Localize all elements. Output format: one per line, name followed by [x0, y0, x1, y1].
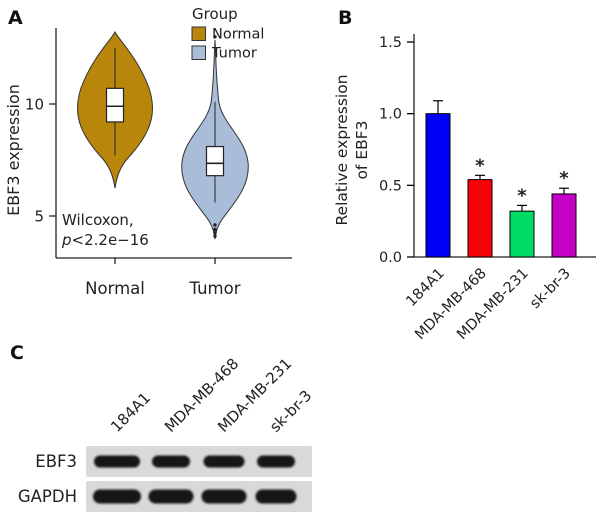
outlier-point	[213, 35, 217, 39]
outlier-point	[213, 231, 217, 235]
significance-star: *	[559, 168, 569, 189]
bar-MDA-MB-468	[467, 179, 493, 258]
protein-band	[148, 489, 194, 504]
x-labels: Normal Tumor	[85, 258, 241, 298]
box	[105, 87, 125, 123]
blot-row-label: GAPDH	[18, 487, 77, 506]
y-axis-title-line2: of EBF3	[353, 120, 371, 179]
legend-title: Group	[192, 5, 238, 23]
protein-band	[255, 489, 297, 504]
x-category-label: Normal	[85, 279, 145, 298]
lane-label: 184A1	[107, 389, 154, 436]
protein-band	[94, 455, 140, 468]
legend-swatch-tumor	[191, 45, 206, 60]
significance-star: *	[517, 185, 527, 206]
protein-band	[152, 455, 190, 468]
lane-label: sk-br-3	[266, 387, 315, 436]
legend-label-tumor: Tumor	[211, 46, 257, 62]
y-tick-label: 0.0	[379, 250, 402, 266]
stat-annotation-line2: p<2.2e−16	[61, 231, 149, 249]
panel-label-c: C	[10, 342, 24, 364]
protein-band	[201, 489, 247, 504]
x-category-label: sk-br-3	[527, 266, 574, 313]
protein-band	[93, 489, 141, 504]
outlier-point	[213, 234, 217, 238]
protein-band	[257, 455, 295, 468]
outlier-point	[213, 227, 217, 232]
blot-content: 184A1 MDA-MB-468MDA-MB-231sk-br-3EBF3GAPD…	[18, 355, 315, 512]
panel-label-b: B	[338, 7, 352, 29]
y-tick-label: 5	[34, 208, 44, 226]
y-axis-title: EBF3 expression	[4, 84, 23, 216]
y-tick-label: 1.5	[379, 35, 402, 51]
blot-row-label: EBF3	[35, 452, 77, 471]
legend-swatch-normal	[191, 26, 206, 41]
x-category-label: Tumor	[189, 279, 241, 298]
legend: Group Normal Tumor	[191, 5, 264, 62]
p-value: <2.2e−16	[72, 231, 149, 249]
stat-annotation-line1: Wilcoxon,	[62, 211, 134, 229]
protein-band	[203, 455, 245, 468]
panel-a-violin-chart: A EBF3 expression 5 10 Normal Tumor Group …	[4, 5, 292, 298]
blot-strip	[86, 481, 312, 512]
outlier-point	[213, 223, 217, 227]
x-category-label: MDA-MB-231	[454, 266, 532, 340]
panel-b-bar-chart: B Relative expression of EBF3 0.0 0.5 1.0 1…	[333, 7, 596, 340]
bar-184A1	[425, 113, 451, 258]
p-symbol: p	[61, 231, 72, 249]
y-axis-title-line1: Relative expression	[333, 74, 351, 225]
y-tick-label: 10	[25, 96, 44, 114]
box-plots	[105, 35, 225, 238]
box	[205, 145, 225, 177]
bars-and-labels: 0.00.51.01.5184A1*MDA-MB-468*MDA-MB-231*…	[379, 35, 577, 340]
blot-strip	[86, 446, 312, 477]
legend-label-normal: Normal	[212, 27, 264, 43]
y-tick-label: 1.0	[379, 107, 402, 123]
y-tick-label: 0.5	[379, 178, 402, 194]
bar-sk-br-3	[551, 193, 577, 258]
y-ticks: 5 10	[25, 96, 56, 226]
significance-star: *	[475, 155, 485, 176]
bar-MDA-MB-231	[509, 210, 535, 258]
panel-label-a: A	[8, 7, 23, 29]
panel-c-western-blot: C 184A1 MDA-MB-468MDA-MB-231sk-br-3EBF3GA…	[10, 342, 315, 512]
